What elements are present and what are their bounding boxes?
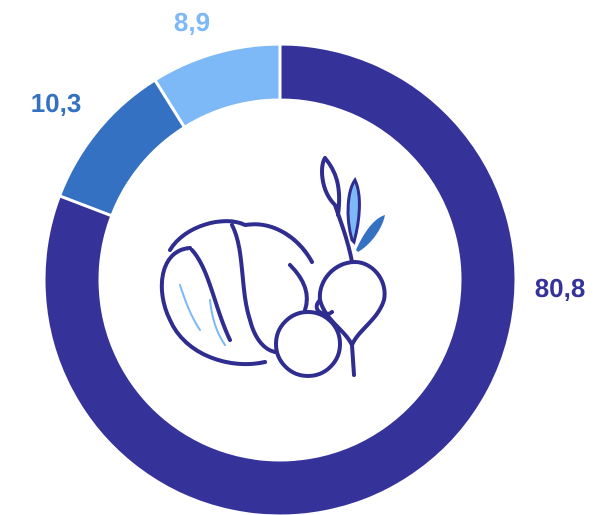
value-label: 8,9 bbox=[174, 7, 210, 37]
value-label: 10,3 bbox=[31, 88, 82, 118]
vegetable-icon bbox=[162, 158, 385, 376]
chart: 80,8 10,3 8,9 bbox=[0, 0, 598, 515]
value-label: 80,8 bbox=[535, 273, 586, 303]
